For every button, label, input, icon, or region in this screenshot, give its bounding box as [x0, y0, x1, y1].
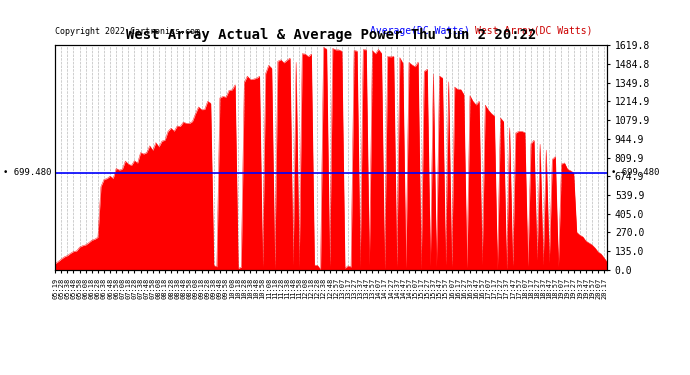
Text: • 699.480: • 699.480 [611, 168, 660, 177]
Text: • 699.480: • 699.480 [3, 168, 51, 177]
Text: Average(DC Watts): Average(DC Watts) [370, 26, 470, 36]
Text: Copyright 2022 Cartronics.com: Copyright 2022 Cartronics.com [55, 27, 200, 36]
Text: West Array(DC Watts): West Array(DC Watts) [475, 26, 592, 36]
Title: West Array Actual & Average Power Thu Jun 2 20:22: West Array Actual & Average Power Thu Ju… [126, 28, 536, 42]
